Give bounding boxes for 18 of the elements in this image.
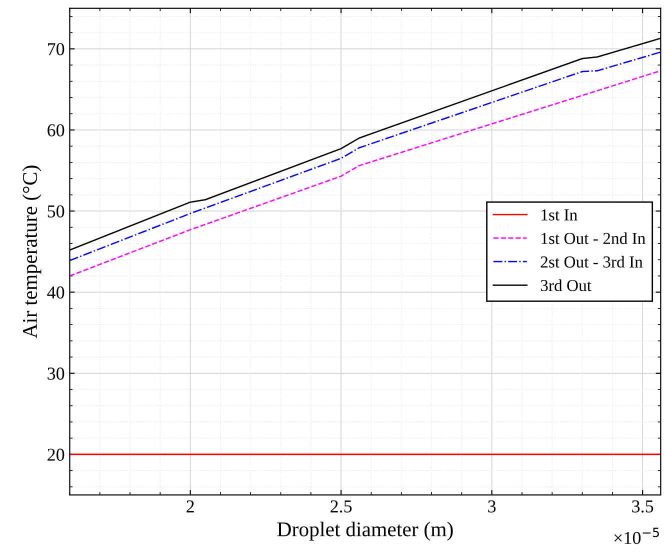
x-tick-label: 2.5 — [330, 500, 352, 513]
legend-label: 1st Out - 2nd In — [542, 232, 646, 244]
legend-label: 2st Out - 3rd In — [540, 256, 643, 268]
x-tick-label: 2 — [186, 500, 194, 512]
legend-label: 3rd Out — [540, 279, 592, 292]
y-tick-label: 40 — [47, 286, 64, 299]
y-tick-label: 20 — [48, 448, 64, 461]
x-axis-title: Droplet diameter (m) — [277, 522, 453, 541]
text: ×10$^{−5}$ — [614, 528, 659, 544]
x-tick-label: 3.5 — [632, 500, 654, 513]
y-axis-title: Air temperature (°C) — [22, 166, 42, 338]
line-series — [70, 70, 661, 277]
y-tick-label: 60 — [48, 124, 64, 136]
legend-label: 1st In — [542, 209, 578, 221]
x-tick-label: 3 — [488, 500, 496, 513]
y-tick-label: 50 — [48, 205, 64, 218]
y-tick-label: 70 — [48, 43, 64, 56]
y-tick-label: 30 — [48, 368, 64, 380]
